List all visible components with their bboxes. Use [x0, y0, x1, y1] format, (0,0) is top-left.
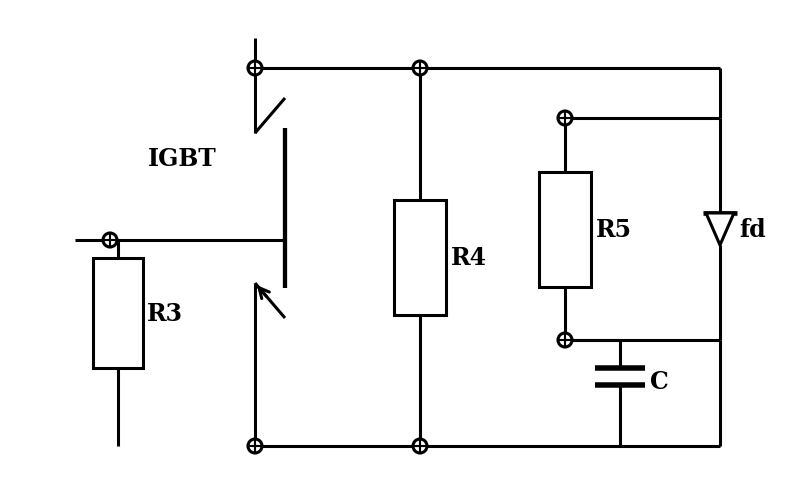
Text: R3: R3: [147, 302, 183, 325]
Bar: [93, 259, 143, 368]
Circle shape: [413, 62, 427, 76]
Circle shape: [413, 439, 427, 453]
Text: R4: R4: [451, 245, 487, 269]
Text: C: C: [650, 370, 669, 394]
Polygon shape: [706, 214, 734, 245]
Circle shape: [103, 234, 117, 247]
Bar: [539, 172, 591, 287]
Text: fd: fd: [739, 218, 766, 242]
Circle shape: [558, 112, 572, 126]
Bar: [394, 200, 446, 315]
Text: R5: R5: [596, 218, 632, 242]
Text: IGBT: IGBT: [148, 147, 217, 171]
Circle shape: [248, 62, 262, 76]
Circle shape: [248, 439, 262, 453]
Circle shape: [558, 333, 572, 347]
